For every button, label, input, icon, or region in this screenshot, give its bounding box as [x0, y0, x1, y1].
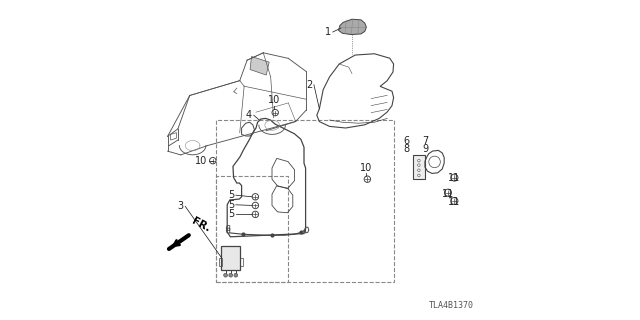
Bar — [413, 155, 425, 179]
Text: 5: 5 — [228, 190, 234, 200]
Text: FR.: FR. — [191, 216, 212, 234]
Text: 9: 9 — [422, 144, 429, 154]
Circle shape — [234, 273, 238, 277]
Text: 5: 5 — [228, 209, 234, 220]
Text: 5: 5 — [228, 200, 234, 210]
Text: TLA4B1370: TLA4B1370 — [429, 301, 474, 310]
Polygon shape — [339, 19, 366, 35]
Text: 6: 6 — [403, 136, 410, 146]
Circle shape — [224, 273, 228, 277]
Text: 1: 1 — [325, 27, 332, 37]
Text: 7: 7 — [422, 136, 429, 146]
Text: 8: 8 — [403, 144, 410, 154]
Text: 10: 10 — [268, 95, 280, 105]
Text: 11: 11 — [442, 188, 454, 199]
Circle shape — [229, 273, 233, 277]
Bar — [221, 246, 240, 270]
Circle shape — [418, 174, 420, 177]
Bar — [216, 176, 288, 282]
Bar — [219, 258, 222, 266]
Text: 2: 2 — [306, 80, 312, 90]
Circle shape — [418, 164, 420, 166]
Bar — [216, 120, 394, 282]
Circle shape — [418, 159, 420, 162]
Polygon shape — [250, 57, 269, 75]
Text: 11: 11 — [448, 197, 460, 207]
Text: 10: 10 — [360, 163, 372, 173]
Bar — [240, 258, 243, 266]
Text: 10: 10 — [195, 156, 207, 166]
Text: 11: 11 — [448, 172, 460, 183]
Text: 4: 4 — [246, 110, 252, 120]
Text: 3: 3 — [177, 201, 184, 212]
Circle shape — [418, 169, 420, 172]
